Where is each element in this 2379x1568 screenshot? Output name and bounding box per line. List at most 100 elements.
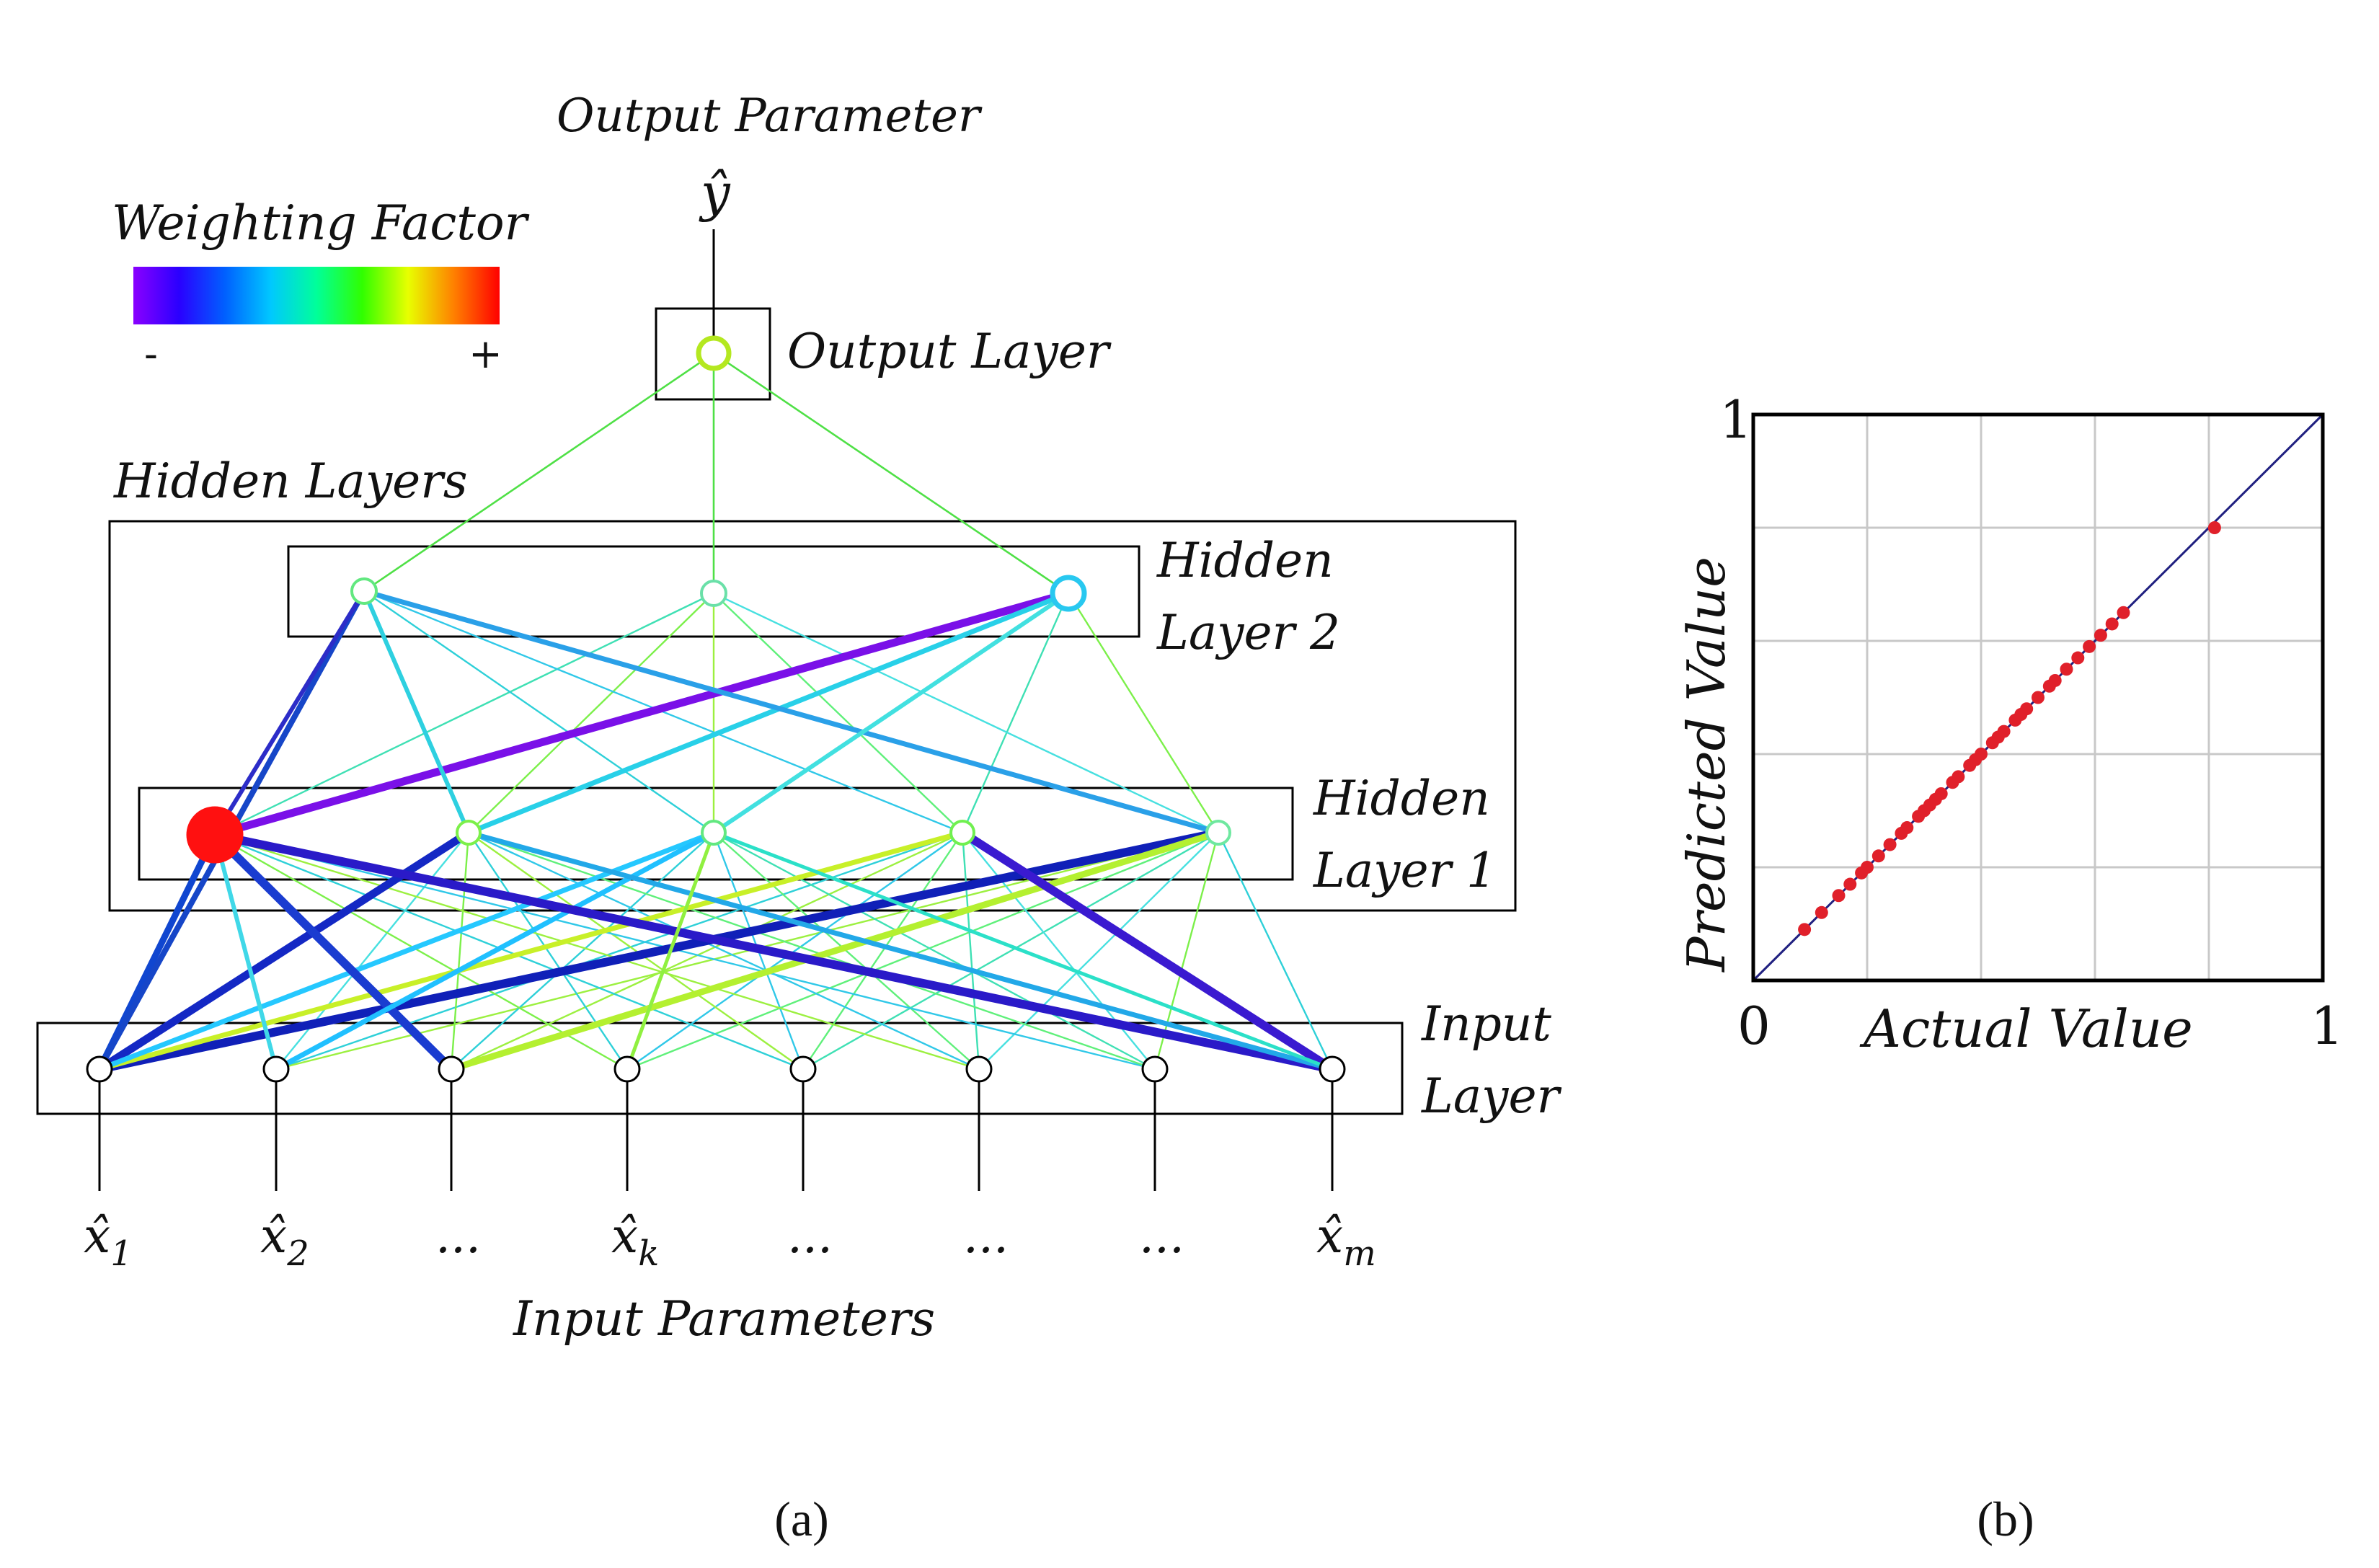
hidden-layers-label: Hidden Layers <box>113 453 468 509</box>
x-tick-label-0: 0 <box>1737 996 1771 1056</box>
network-nodes <box>86 335 1346 1083</box>
output-node <box>696 335 732 371</box>
edge-input-h1 <box>275 831 1220 1071</box>
scatter-points <box>1798 521 2221 936</box>
input-node <box>965 1055 993 1083</box>
input-symbol: ... <box>435 1208 481 1264</box>
hidden-2-node <box>700 580 727 607</box>
edge-input-h1 <box>467 831 1156 1071</box>
hidden-2-node <box>1050 575 1087 612</box>
caption-a: (a) <box>774 1492 828 1546</box>
input-lines <box>98 1081 1334 1191</box>
edge-input-h1 <box>626 831 1220 1071</box>
edge-strong-weight <box>211 830 456 1073</box>
chart-grid <box>1753 415 2323 980</box>
edge-strong-weight <box>362 589 471 835</box>
input-node <box>86 1055 113 1083</box>
input-symbol: ... <box>1139 1208 1184 1264</box>
data-point <box>2094 629 2107 642</box>
input-node <box>262 1055 290 1083</box>
connection-weights <box>95 352 1337 1073</box>
hidden-1-node <box>701 820 727 846</box>
weighting-factor-minus: - <box>144 331 158 378</box>
data-point <box>1883 838 1897 851</box>
input-node <box>1319 1055 1346 1083</box>
hidden-layer-1-box <box>138 787 1294 881</box>
caption-b: (b) <box>1977 1492 2034 1546</box>
data-point <box>1871 849 1885 863</box>
edge-input-h1 <box>961 831 1156 1071</box>
edge-input-h1 <box>802 831 1220 1071</box>
edge-strong-weight <box>466 830 1335 1072</box>
weighting-factor-plus: + <box>469 331 502 378</box>
data-point <box>2048 673 2062 687</box>
edge-input-h1 <box>213 833 980 1071</box>
edge-input-h1 <box>978 831 1220 1071</box>
edge-strong-weight <box>448 829 1222 1073</box>
hidden-layer-2-label-line1: Hidden <box>1156 533 1334 588</box>
edge-input-h1 <box>467 831 629 1071</box>
data-point <box>2060 663 2073 676</box>
data-point <box>1843 877 1857 891</box>
input-layer-box <box>36 1022 1404 1115</box>
data-point <box>1934 787 1948 800</box>
weighting-factor-title: Weighting Factor <box>112 195 530 251</box>
data-point <box>1832 889 1846 903</box>
data-point <box>1815 905 1828 919</box>
weighting-factor-colorbar <box>133 267 500 324</box>
data-point <box>1798 923 1812 936</box>
input-node <box>1141 1055 1169 1083</box>
x-axis-label: Actual Value <box>1859 998 2193 1059</box>
edge-strong-weight <box>958 828 1337 1073</box>
edge-h1-h2 <box>213 592 715 836</box>
data-point <box>1952 770 1965 784</box>
edge-input-h1 <box>450 831 470 1071</box>
input-symbol: ... <box>963 1208 1009 1264</box>
input-parameters-label: Input Parameters <box>513 1291 935 1347</box>
edge-input-h1 <box>213 833 1156 1071</box>
edge-input-h1 <box>275 831 964 1071</box>
data-point <box>2207 521 2221 534</box>
data-point <box>2032 691 2044 704</box>
edge-input-h1 <box>712 831 980 1071</box>
parity-plot: 1 0 1 Actual Value Predicted Value (b) <box>1676 389 2344 1546</box>
data-point <box>1861 861 1874 874</box>
input-node <box>789 1055 817 1083</box>
edge-strong-weight <box>211 589 1073 839</box>
data-point <box>2071 651 2085 665</box>
input-symbol: x̂2 <box>260 1208 309 1274</box>
edge-strong-weight <box>273 830 717 1072</box>
hidden-layer-1-label-line1: Hidden <box>1313 771 1490 826</box>
data-point <box>1900 821 1914 835</box>
data-point <box>1997 725 2011 738</box>
input-layer-label-line2: Layer <box>1421 1068 1562 1124</box>
data-point <box>1975 748 1988 761</box>
input-symbols: x̂1 x̂2... x̂k......... x̂m <box>84 1208 1376 1274</box>
edge-input-h1 <box>275 831 470 1071</box>
hidden-layer-1-label-line2: Layer 1 <box>1313 843 1497 898</box>
edge-input-h1 <box>961 831 980 1071</box>
edge-strong-weight <box>213 589 366 837</box>
edge-h1-h2 <box>1067 592 1220 834</box>
edge-input-h1 <box>450 831 715 1071</box>
edge-input-h1 <box>626 831 964 1071</box>
edge-input-h1 <box>213 833 805 1071</box>
data-point <box>2105 617 2119 631</box>
hidden-1-node <box>949 820 975 846</box>
edge-input-h1 <box>467 831 980 1071</box>
edge-h1-h2 <box>712 592 1220 834</box>
y-tick-label-1: 1 <box>1719 389 1753 450</box>
edge-h1-h2 <box>961 592 1070 834</box>
output-layer-label: Output Layer <box>787 324 1112 379</box>
output-parameter-label: Output Parameter <box>557 89 983 143</box>
hidden-1-node <box>1205 820 1231 846</box>
hidden-2-node <box>350 577 378 605</box>
input-symbol: x̂m <box>1316 1208 1376 1274</box>
input-node <box>438 1055 465 1083</box>
edge-h1-h2 <box>467 592 715 834</box>
edge-strong-weight <box>213 833 278 1071</box>
edge-input-h1 <box>1153 831 1220 1071</box>
edge-input-h1 <box>450 831 964 1071</box>
edge-h1-h2 <box>363 590 715 834</box>
